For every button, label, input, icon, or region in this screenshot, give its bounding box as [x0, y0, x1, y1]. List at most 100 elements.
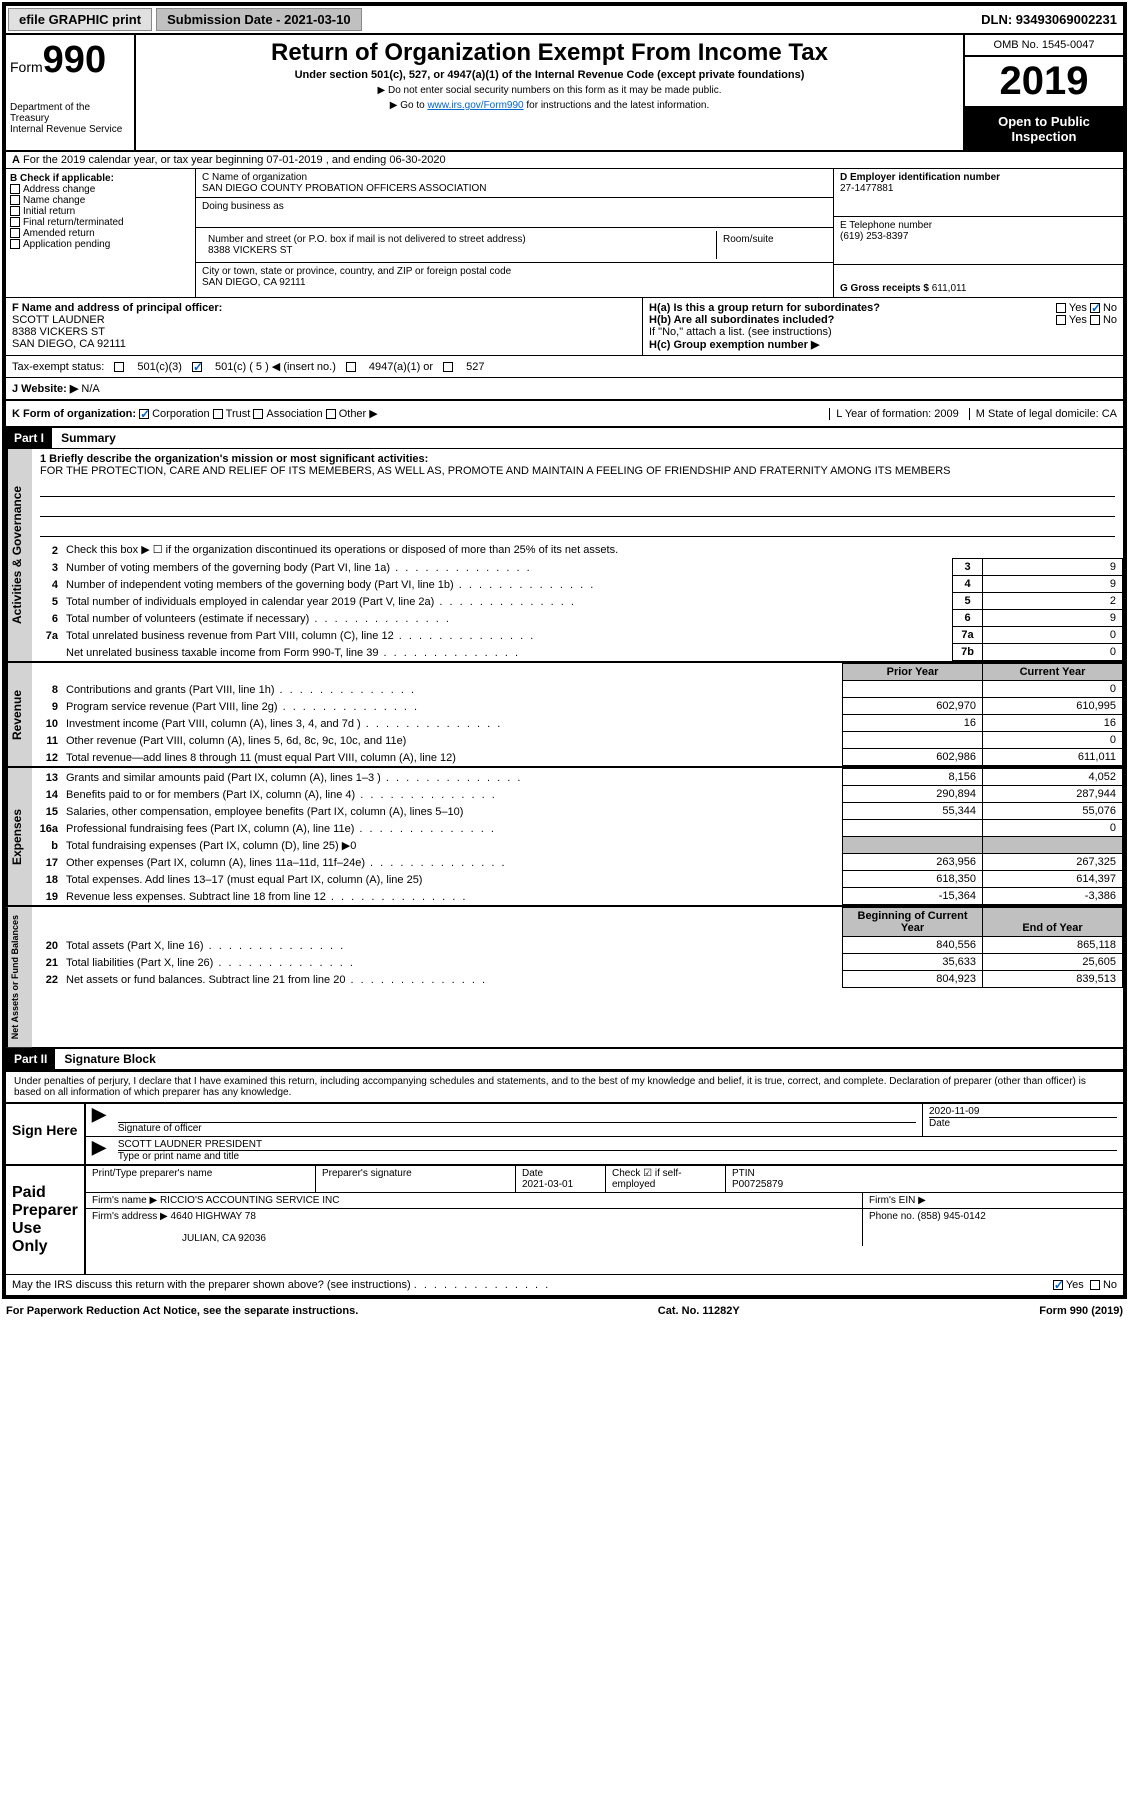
- line16a-desc: Professional fundraising fees (Part IX, …: [62, 820, 843, 837]
- chk-amended[interactable]: Amended return: [23, 228, 95, 239]
- street-address: 8388 VICKERS ST: [208, 245, 710, 256]
- footer-right: Form 990 (2019): [1039, 1305, 1123, 1317]
- chk-namechange[interactable]: Name change: [23, 195, 85, 206]
- line10-cy: 16: [983, 715, 1123, 732]
- addr-label: Number and street (or P.O. box if mail i…: [208, 234, 710, 245]
- arrow-icon: ▶: [86, 1104, 112, 1136]
- tax-status-label: Tax-exempt status:: [12, 361, 104, 373]
- line13-cy: 4,052: [983, 769, 1123, 786]
- form-org-label: K Form of organization:: [12, 408, 136, 420]
- phone-value: (619) 253-8397: [840, 231, 908, 242]
- chk-initial[interactable]: Initial return: [23, 206, 75, 217]
- city-label: City or town, state or province, country…: [202, 266, 827, 277]
- firm-phone: (858) 945-0142: [917, 1211, 985, 1222]
- side-expenses: Expenses: [6, 768, 32, 905]
- tax-501c: 501(c) ( 5 ) ◀ (insert no.): [215, 360, 336, 373]
- phone-label: E Telephone number: [840, 220, 932, 231]
- line20-cy: 865,118: [983, 937, 1123, 954]
- footer-left: For Paperwork Reduction Act Notice, see …: [6, 1305, 358, 1317]
- tax-4947: 4947(a)(1) or: [369, 361, 433, 373]
- org-corp: Corporation: [152, 408, 209, 420]
- state-domicile: M State of legal domicile: CA: [969, 408, 1117, 420]
- footer-mid: Cat. No. 11282Y: [658, 1305, 740, 1317]
- briefly-label: 1 Briefly describe the organization's mi…: [40, 453, 428, 465]
- side-netassets: Net Assets or Fund Balances: [6, 907, 32, 1047]
- city-state-zip: SAN DIEGO, CA 92111: [202, 277, 827, 288]
- line17-desc: Other expenses (Part IX, column (A), lin…: [62, 854, 843, 871]
- gross-value: 611,011: [932, 283, 967, 294]
- col-b-label: B Check if applicable:: [10, 173, 114, 184]
- dba-label: Doing business as: [202, 201, 827, 212]
- line9-cy: 610,995: [983, 698, 1123, 715]
- chk-address[interactable]: Address change: [23, 184, 95, 195]
- sign-date: 2020-11-09: [929, 1106, 1117, 1117]
- submission-date: Submission Date - 2021-03-10: [156, 8, 362, 31]
- subtitle-2: ▶ Do not enter social security numbers o…: [140, 85, 959, 96]
- line16b-desc: Total fundraising expenses (Part IX, col…: [62, 837, 843, 854]
- line6-val: 9: [983, 610, 1123, 627]
- name-title-label: Type or print name and title: [118, 1150, 1117, 1162]
- officer-label: F Name and address of principal officer:: [12, 302, 222, 314]
- org-name: SAN DIEGO COUNTY PROBATION OFFICERS ASSO…: [202, 183, 827, 194]
- line-a: A For the 2019 calendar year, or tax yea…: [6, 152, 1123, 169]
- org-name-label: C Name of organization: [202, 172, 827, 183]
- line5-desc: Total number of individuals employed in …: [62, 593, 953, 610]
- ein-label: D Employer identification number: [840, 172, 1000, 183]
- firm-ein-label: Firm's EIN ▶: [863, 1193, 1123, 1208]
- line12-desc: Total revenue—add lines 8 through 11 (mu…: [62, 749, 843, 766]
- firm-addr1: 4640 HIGHWAY 78: [171, 1211, 256, 1222]
- line7a-val: 0: [983, 627, 1123, 644]
- omb-number: OMB No. 1545-0047: [965, 35, 1123, 57]
- line18-desc: Total expenses. Add lines 13–17 (must eq…: [62, 871, 843, 888]
- officer-name: SCOTT LAUDNER: [12, 314, 105, 326]
- org-assoc: Association: [266, 408, 322, 420]
- chk-final[interactable]: Final return/terminated: [23, 217, 124, 228]
- tax-527: 527: [466, 361, 484, 373]
- line20-desc: Total assets (Part X, line 16): [62, 937, 843, 954]
- open-inspection: Open to Public Inspection: [965, 108, 1123, 150]
- line21-desc: Total liabilities (Part X, line 26): [62, 954, 843, 971]
- side-revenue: Revenue: [6, 663, 32, 766]
- line9-desc: Program service revenue (Part VIII, line…: [62, 698, 843, 715]
- org-other: Other ▶: [339, 407, 378, 420]
- line18-cy: 614,397: [983, 871, 1123, 888]
- officer-addr1: 8388 VICKERS ST: [12, 326, 105, 338]
- line7b-val: 0: [983, 644, 1123, 661]
- begin-year-hdr: Beginning of Current Year: [843, 908, 983, 937]
- prior-year-hdr: Prior Year: [843, 664, 983, 681]
- line19-desc: Revenue less expenses. Subtract line 18 …: [62, 888, 843, 905]
- line7b-desc: Net unrelated business taxable income fr…: [62, 644, 953, 661]
- line22-cy: 839,513: [983, 971, 1123, 988]
- room-label: Room/suite: [717, 231, 827, 259]
- year-formation: L Year of formation: 2009: [829, 408, 959, 420]
- line8-desc: Contributions and grants (Part VIII, lin…: [62, 681, 843, 698]
- line8-cy: 0: [983, 681, 1123, 698]
- dln-label: DLN: 93493069002231: [981, 12, 1123, 27]
- tax-501c3: 501(c)(3): [137, 361, 182, 373]
- efile-button[interactable]: efile GRAPHIC print: [8, 8, 152, 31]
- preparer-sig-label: Preparer's signature: [316, 1166, 516, 1192]
- line4-val: 9: [983, 576, 1123, 593]
- hc-label: H(c) Group exemption number ▶: [649, 339, 819, 351]
- self-employed-check[interactable]: Check ☑ if self-employed: [606, 1166, 726, 1192]
- line7a-desc: Total unrelated business revenue from Pa…: [62, 627, 953, 644]
- ein-value: 27-1477881: [840, 183, 893, 194]
- officer-addr2: SAN DIEGO, CA 92111: [12, 338, 126, 350]
- line3-val: 9: [983, 559, 1123, 576]
- line22-desc: Net assets or fund balances. Subtract li…: [62, 971, 843, 988]
- preparer-date: 2021-03-01: [522, 1179, 573, 1190]
- side-governance: Activities & Governance: [6, 449, 32, 661]
- chk-pending[interactable]: Application pending: [23, 239, 110, 250]
- line10-desc: Investment income (Part VIII, column (A)…: [62, 715, 843, 732]
- line21-cy: 25,605: [983, 954, 1123, 971]
- declaration-text: Under penalties of perjury, I declare th…: [6, 1070, 1123, 1102]
- ptin-value: P00725879: [732, 1179, 783, 1190]
- current-year-hdr: Current Year: [983, 664, 1123, 681]
- date-label: Date: [929, 1117, 1117, 1129]
- form990-link[interactable]: www.irs.gov/Form990: [427, 100, 523, 111]
- tax-year: 2019: [965, 57, 1123, 108]
- website-value: N/A: [81, 383, 99, 395]
- part1-title: Summary: [55, 429, 122, 447]
- firm-name: RICCIO'S ACCOUNTING SERVICE INC: [160, 1195, 340, 1206]
- end-year-hdr: End of Year: [983, 908, 1123, 937]
